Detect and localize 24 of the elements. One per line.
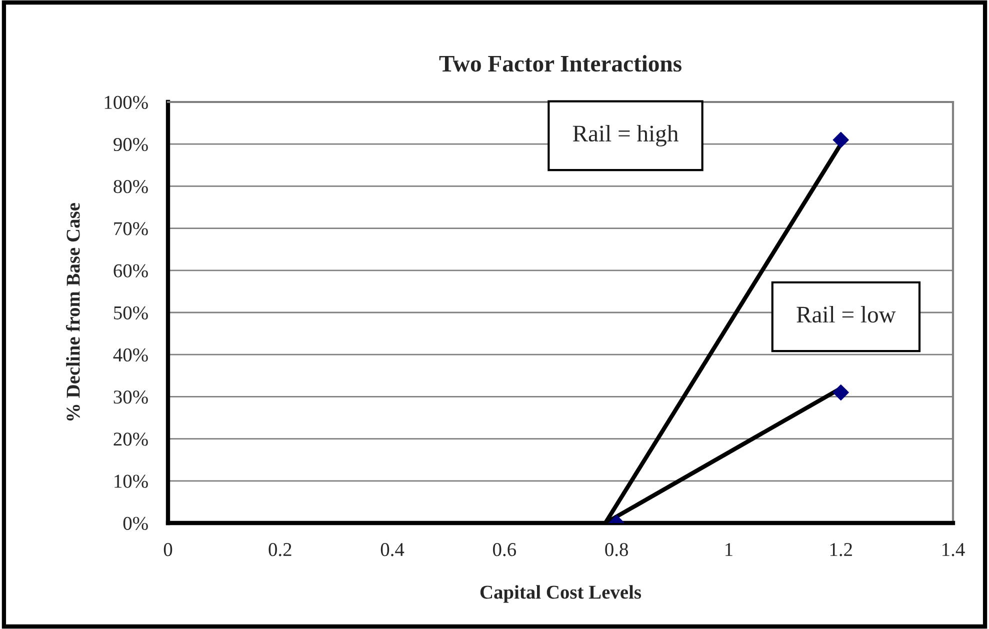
y-axis-title: % Decline from Base Case bbox=[66, 203, 80, 420]
chart-title: Two Factor Interactions bbox=[439, 55, 682, 72]
x-tick-label: 0.4 bbox=[380, 543, 404, 556]
x-tick-label: 0.2 bbox=[268, 543, 292, 556]
y-tick-label: 100% bbox=[104, 96, 148, 109]
x-tick-label: 1.4 bbox=[942, 543, 965, 556]
y-tick-label: 80% bbox=[114, 180, 148, 194]
y-tick-label: 40% bbox=[113, 348, 148, 362]
y-tick-label: 10% bbox=[114, 474, 148, 488]
annotation: Rail = high bbox=[572, 124, 678, 146]
x-tick-label: 1 bbox=[726, 543, 732, 556]
y-tick-label: 20% bbox=[114, 432, 148, 446]
x-tick-label: 0 bbox=[164, 543, 172, 556]
y-tick-label: 60% bbox=[114, 264, 148, 278]
x-tick-label: 0.6 bbox=[493, 543, 516, 556]
y-tick-label: 50% bbox=[114, 306, 148, 320]
annotation: Rail = low bbox=[796, 306, 896, 323]
y-tick-label: 30% bbox=[114, 390, 148, 404]
x-tick-label: 0.8 bbox=[605, 543, 628, 556]
y-tick-label: 90% bbox=[114, 138, 148, 152]
x-axis-title: Capital Cost Levels bbox=[480, 585, 642, 603]
y-tick-label: 70% bbox=[114, 222, 148, 236]
y-tick-label: 0% bbox=[123, 516, 148, 530]
x-tick-label: 1.2 bbox=[830, 543, 852, 556]
